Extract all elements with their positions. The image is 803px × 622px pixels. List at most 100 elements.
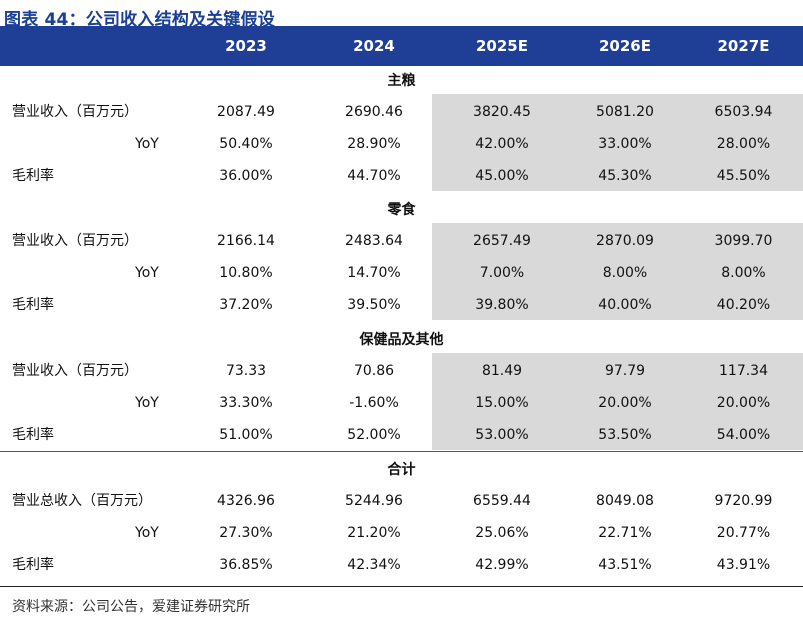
table-cell: 21.20% bbox=[347, 525, 401, 541]
table-cell: 8049.08 bbox=[596, 493, 654, 509]
table-cell: 2087.49 bbox=[217, 104, 275, 120]
table-cell: 4326.96 bbox=[217, 493, 275, 509]
projection-shade bbox=[432, 94, 803, 191]
section-divider bbox=[0, 451, 803, 452]
figure-title: 图表 44：公司收入结构及关键假设 bbox=[4, 10, 275, 30]
table-cell: 53.50% bbox=[598, 427, 652, 443]
table-cell: 25.06% bbox=[475, 525, 529, 541]
table-cell: 45.50% bbox=[716, 168, 771, 184]
table-cell: 70.86 bbox=[353, 363, 395, 379]
table-row: YoY 10.80% 14.70% 7.00% 8.00% 8.00% bbox=[0, 257, 803, 289]
table-cell: 36.85% bbox=[219, 557, 273, 573]
row-label: 毛利率 bbox=[12, 297, 54, 313]
table-cell: 9720.99 bbox=[714, 493, 773, 509]
table-cell: 53.00% bbox=[475, 427, 529, 443]
table-cell: 6559.44 bbox=[473, 493, 531, 509]
projection-shade bbox=[432, 223, 803, 320]
table-cell: 2166.14 bbox=[217, 233, 275, 249]
table-cell: 8.00% bbox=[602, 265, 648, 281]
column-header-2023: 2023 bbox=[225, 37, 267, 55]
table-cell: 15.00% bbox=[475, 395, 529, 411]
table-cell: 14.70% bbox=[347, 265, 401, 281]
section-header: 保健品及其他 bbox=[359, 332, 444, 348]
table-cell: 20.77% bbox=[716, 525, 771, 541]
row-label: 营业收入（百万元） bbox=[12, 233, 138, 249]
table-cell: 81.49 bbox=[481, 363, 523, 379]
column-header-2024: 2024 bbox=[353, 37, 395, 55]
table-cell: 3099.70 bbox=[714, 233, 773, 249]
table-cell: 44.70% bbox=[347, 168, 401, 184]
table-row: 毛利率 51.00% 52.00% 53.00% 53.50% 54.00% bbox=[0, 419, 803, 451]
table-row: YoY 50.40% 28.90% 42.00% 33.00% 28.00% bbox=[0, 128, 803, 160]
table-cell: 3820.45 bbox=[473, 104, 531, 120]
table-cell: 7.00% bbox=[479, 265, 525, 281]
table-cell: 42.99% bbox=[475, 557, 529, 573]
table-cell: 97.79 bbox=[604, 363, 646, 379]
table-row: 毛利率 36.00% 44.70% 45.00% 45.30% 45.50% bbox=[0, 160, 803, 192]
table-row: 营业收入（百万元） 73.33 70.86 81.49 97.79 117.34 bbox=[0, 355, 803, 387]
table-cell: 45.00% bbox=[475, 168, 529, 184]
column-header-2025e: 2025E bbox=[476, 37, 528, 55]
table-cell: 2870.09 bbox=[596, 233, 654, 249]
table-row: 营业收入（百万元） 2166.14 2483.64 2657.49 2870.09 309… bbox=[0, 225, 803, 257]
table-cell: 73.33 bbox=[225, 363, 267, 379]
table-cell: 54.00% bbox=[716, 427, 771, 443]
table-cell: 2483.64 bbox=[345, 233, 403, 249]
table-cell: 43.51% bbox=[598, 557, 652, 573]
table-cell: -1.60% bbox=[349, 395, 399, 411]
row-label: 营业收入（百万元） bbox=[12, 363, 138, 379]
table-cell: 39.80% bbox=[475, 297, 529, 313]
table-cell: 36.00% bbox=[219, 168, 273, 184]
section-header: 主粮 bbox=[387, 73, 416, 89]
table-cell: 2690.46 bbox=[345, 104, 403, 120]
table-cell: 33.30% bbox=[219, 395, 273, 411]
table-cell: 5081.20 bbox=[596, 104, 654, 120]
row-label: 营业收入（百万元） bbox=[12, 104, 138, 120]
table-row: 毛利率 37.20% 39.50% 39.80% 40.00% 40.20% bbox=[0, 289, 803, 321]
table-cell: 6503.94 bbox=[714, 104, 773, 120]
table-cell: 40.00% bbox=[598, 297, 652, 313]
table-cell: 20.00% bbox=[598, 395, 652, 411]
table-cell: 28.00% bbox=[716, 136, 771, 152]
table-cell: 8.00% bbox=[721, 265, 766, 281]
column-header-2027e: 2027E bbox=[717, 37, 770, 55]
table-cell: 10.80% bbox=[219, 265, 273, 281]
section-header: 零食 bbox=[387, 202, 416, 218]
row-label: 毛利率 bbox=[12, 557, 54, 573]
table-cell: 20.00% bbox=[716, 395, 771, 411]
table-cell: 33.00% bbox=[598, 136, 652, 152]
table-cell: 27.30% bbox=[219, 525, 273, 541]
table-cell: 40.20% bbox=[716, 297, 771, 313]
row-label: YoY bbox=[135, 136, 159, 152]
table-cell: 2657.49 bbox=[473, 233, 531, 249]
row-label: 毛利率 bbox=[12, 168, 54, 184]
row-label: YoY bbox=[135, 395, 159, 411]
table-row: 营业总收入（百万元） 4326.96 5244.96 6559.44 8049.08 97… bbox=[0, 485, 803, 517]
table-header: 2023 2024 2025E 2026E 2027E bbox=[0, 26, 803, 66]
row-label: 毛利率 bbox=[12, 427, 54, 443]
table-row: 毛利率 36.85% 42.34% 42.99% 43.51% 43.91% bbox=[0, 549, 803, 581]
table-row: 营业收入（百万元） 2087.49 2690.46 3820.45 5081.20 650… bbox=[0, 96, 803, 128]
table-cell: 52.00% bbox=[347, 427, 401, 443]
row-label: YoY bbox=[135, 525, 159, 541]
column-header-2026e: 2026E bbox=[599, 37, 651, 55]
table-bottom-rule bbox=[0, 586, 803, 587]
projection-shade bbox=[432, 353, 803, 450]
table-cell: 22.71% bbox=[598, 525, 652, 541]
row-label: YoY bbox=[135, 265, 159, 281]
table-cell: 39.50% bbox=[347, 297, 401, 313]
section-header: 合计 bbox=[387, 462, 416, 478]
table-cell: 45.30% bbox=[598, 168, 652, 184]
row-label: 营业总收入（百万元） bbox=[12, 493, 152, 509]
table-row: YoY 27.30% 21.20% 25.06% 22.71% 20.77% bbox=[0, 517, 803, 549]
source-note: 资料来源：公司公告，爱建证券研究所 bbox=[12, 599, 250, 615]
table-cell: 117.34 bbox=[719, 363, 768, 379]
table-row: YoY 33.30% -1.60% 15.00% 20.00% 20.00% bbox=[0, 387, 803, 419]
table-cell: 43.91% bbox=[716, 557, 771, 573]
table-cell: 50.40% bbox=[219, 136, 273, 152]
table-cell: 28.90% bbox=[347, 136, 401, 152]
table-cell: 42.34% bbox=[347, 557, 401, 573]
table-cell: 51.00% bbox=[219, 427, 273, 443]
table-cell: 37.20% bbox=[219, 297, 273, 313]
table-cell: 5244.96 bbox=[345, 493, 403, 509]
